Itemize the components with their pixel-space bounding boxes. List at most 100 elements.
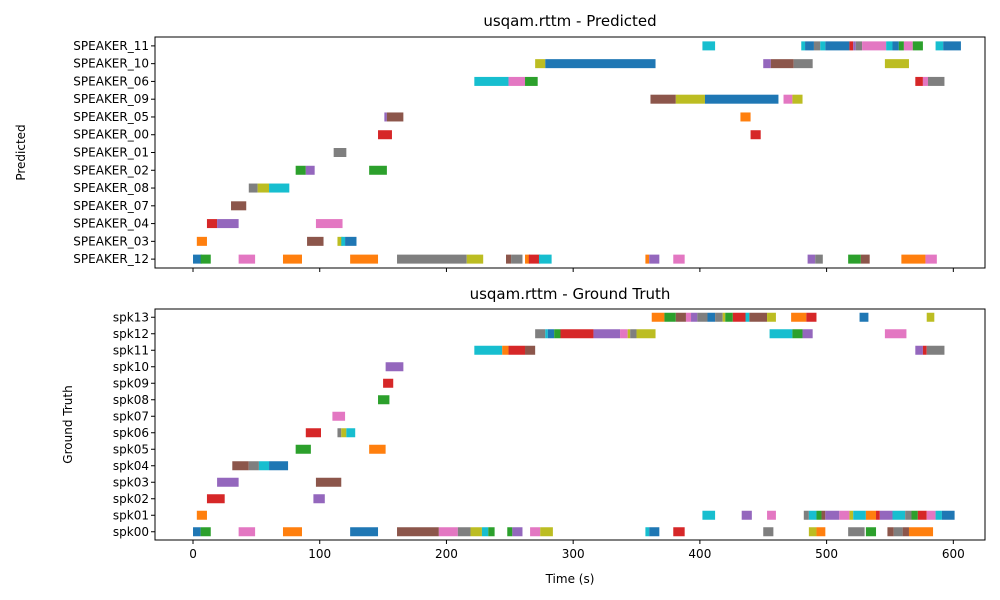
segment-bar [528, 254, 541, 264]
segment-bar [801, 41, 806, 51]
chart-title-ground-truth: usqam.rttm - Ground Truth [470, 285, 671, 303]
y-tick-label: SPEAKER_07 [73, 199, 149, 213]
segment-bar [269, 183, 290, 193]
segment-bar [248, 183, 258, 193]
segment-bar [903, 41, 913, 51]
segment-bar [345, 236, 357, 246]
segment-bar [649, 527, 660, 537]
y-tick-label: SPEAKER_11 [73, 39, 149, 53]
segment-bar [825, 41, 850, 51]
segment-bar [941, 510, 955, 520]
segment-bar [807, 254, 816, 264]
segment-bar [767, 312, 776, 322]
segment-bar [341, 428, 347, 438]
segment-bar [397, 527, 439, 537]
segment-bar [530, 527, 541, 537]
segment-bar [865, 510, 877, 520]
segment-bar [384, 112, 387, 122]
segment-bar [466, 254, 484, 264]
segment-bar [855, 41, 863, 51]
chart-panel-ground-truth: usqam.rttm - Ground Truth Ground Truth T… [61, 285, 986, 586]
segment-bar [865, 527, 877, 537]
segment-bar [902, 527, 909, 537]
segment-bar [815, 254, 823, 264]
segment-bar [839, 510, 850, 520]
y-tick-label: SPEAKER_10 [73, 57, 149, 71]
segment-bar [257, 183, 270, 193]
x-tick-label: 500 [815, 547, 838, 561]
segment-bar [386, 112, 404, 122]
x-tick-label: 600 [942, 547, 965, 561]
segment-bar [935, 41, 944, 51]
segment-bar [770, 59, 794, 69]
y-tick-label: spk03 [113, 475, 149, 489]
segment-bar [886, 41, 893, 51]
y-tick-label: spk02 [113, 492, 149, 506]
y-tick-label: spk01 [113, 508, 149, 522]
segment-bar [525, 254, 531, 264]
segment-bar [707, 312, 716, 322]
segment-bar [917, 510, 927, 520]
segment-bar [512, 527, 523, 537]
segment-bar [862, 41, 887, 51]
segment-bar [481, 527, 489, 537]
x-tick-label: 200 [435, 547, 458, 561]
segment-bar [922, 345, 927, 355]
segment-bar [645, 527, 650, 537]
segment-bar [926, 510, 936, 520]
segment-bar [911, 510, 918, 520]
segment-bar [508, 345, 526, 355]
segment-bar [238, 254, 256, 264]
segment-bar [369, 444, 386, 454]
y-tick-label: SPEAKER_05 [73, 110, 149, 124]
segment-bar [502, 345, 509, 355]
segment-bar [741, 510, 752, 520]
segment-bar [884, 59, 909, 69]
segment-bar [200, 254, 211, 264]
segment-bar [769, 329, 793, 339]
segment-bar [808, 527, 817, 537]
segment-bar [853, 41, 856, 51]
segment-bar [193, 527, 201, 537]
segment-bar [912, 41, 923, 51]
segment-bar [922, 76, 928, 86]
segment-bar [305, 165, 315, 175]
y-tick-label: SPEAKER_02 [73, 163, 149, 177]
segment-bar [217, 219, 239, 229]
segment-bar [350, 254, 379, 264]
y-tick-label: SPEAKER_00 [73, 128, 149, 142]
segment-bar [554, 329, 561, 339]
x-tick-label: 300 [562, 547, 585, 561]
y-tick-label: spk13 [113, 310, 149, 324]
bar-series [193, 312, 955, 537]
y-tick-label: SPEAKER_08 [73, 181, 149, 195]
segment-bar [926, 345, 945, 355]
y-tick-label: spk09 [113, 376, 149, 390]
segment-bar [803, 510, 809, 520]
segment-bar [943, 41, 961, 51]
segment-bar [848, 527, 865, 537]
segment-bar [763, 527, 774, 537]
segment-bar [649, 254, 660, 264]
segment-bar [295, 444, 311, 454]
segment-bar [806, 312, 817, 322]
segment-bar [248, 461, 259, 471]
segment-bar [793, 59, 813, 69]
segment-bar [545, 329, 548, 339]
segment-bar [892, 41, 899, 51]
segment-bar [849, 41, 854, 51]
segment-bar [535, 329, 546, 339]
segment-bar [193, 254, 202, 264]
segment-bar [378, 395, 390, 405]
y-tick-label: SPEAKER_12 [73, 252, 149, 266]
segment-bar [859, 312, 869, 322]
segment-bar [508, 76, 526, 86]
y-tick-label: SPEAKER_06 [73, 74, 149, 88]
segment-bar [258, 461, 270, 471]
segment-bar [488, 527, 495, 537]
segment-bar [813, 41, 821, 51]
segment-bar [816, 527, 826, 537]
y-axis-label-ground-truth: Ground Truth [61, 385, 75, 463]
segment-bar [763, 59, 771, 69]
segment-bar [511, 254, 523, 264]
